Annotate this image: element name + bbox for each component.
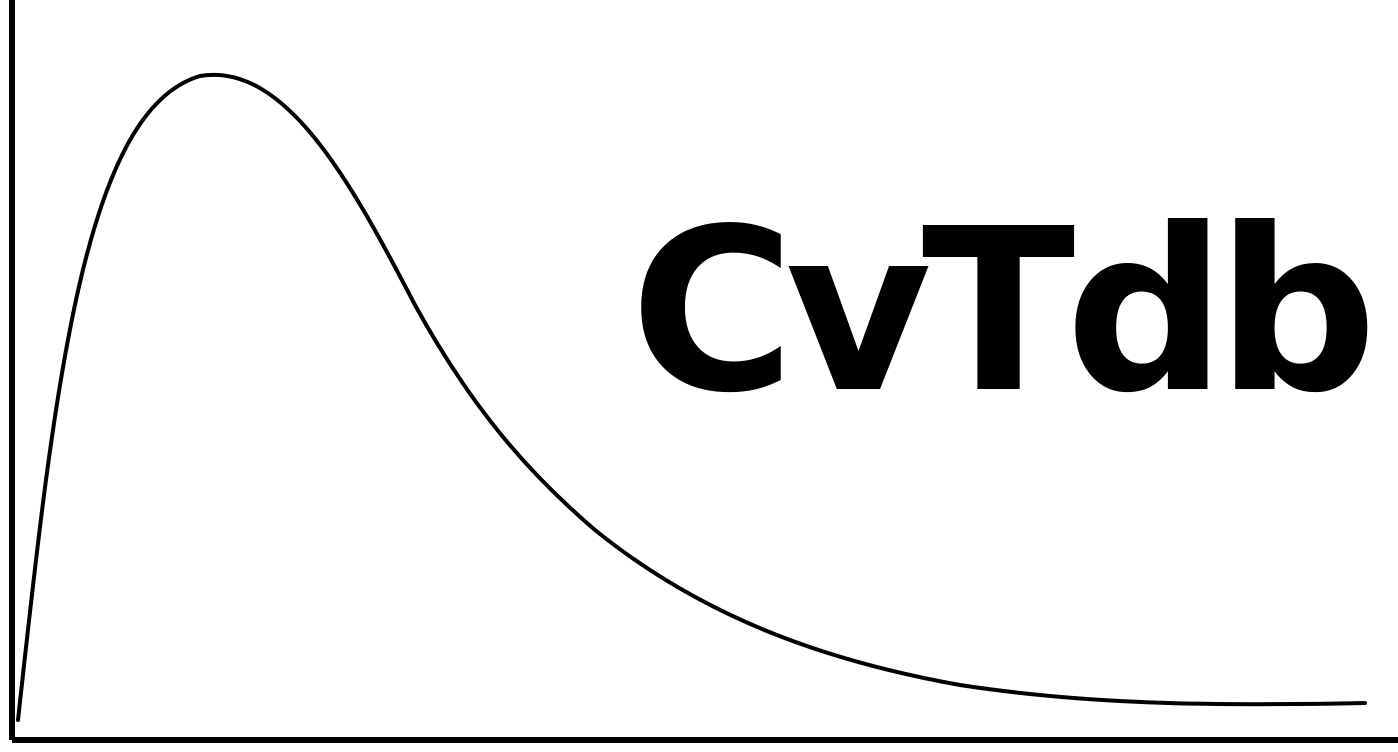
distribution-curve	[16, 72, 1367, 722]
logo-wordmark: CvTdb	[630, 181, 1377, 443]
